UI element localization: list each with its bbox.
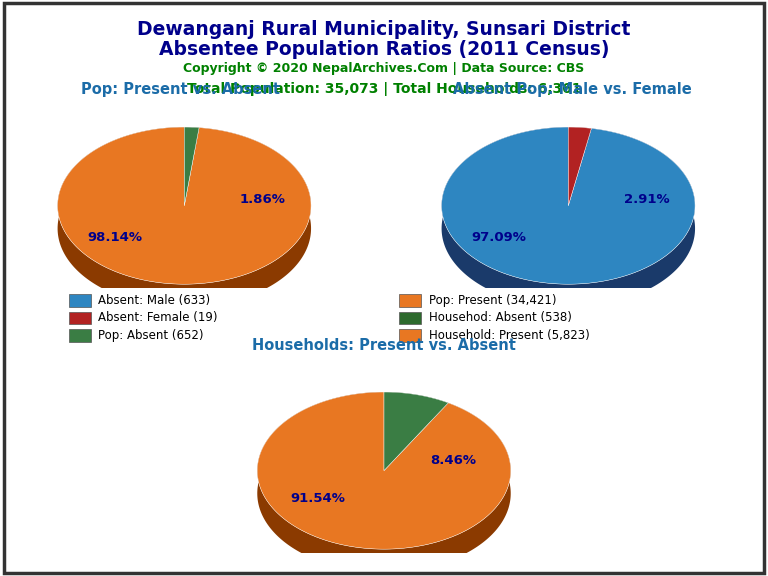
- Polygon shape: [442, 127, 695, 307]
- Polygon shape: [257, 392, 511, 572]
- Text: Absent: Female (19): Absent: Female (19): [98, 312, 218, 324]
- Text: Absent: Male (633): Absent: Male (633): [98, 294, 210, 307]
- Text: Absent Pop: Male vs. Female: Absent Pop: Male vs. Female: [453, 82, 691, 97]
- Text: Pop: Present vs. Absent: Pop: Present vs. Absent: [81, 82, 280, 97]
- Polygon shape: [384, 392, 449, 471]
- Polygon shape: [184, 127, 199, 206]
- Text: Househod: Absent (538): Househod: Absent (538): [429, 312, 571, 324]
- Polygon shape: [257, 392, 511, 549]
- Polygon shape: [568, 127, 591, 151]
- Text: Households: Present vs. Absent: Households: Present vs. Absent: [252, 338, 516, 353]
- Text: 1.86%: 1.86%: [240, 193, 286, 206]
- Polygon shape: [58, 127, 311, 284]
- Text: 2.91%: 2.91%: [624, 193, 670, 206]
- Text: 97.09%: 97.09%: [472, 231, 526, 244]
- Text: Dewanganj Rural Municipality, Sunsari District: Dewanganj Rural Municipality, Sunsari Di…: [137, 20, 631, 39]
- Text: Total Population: 35,073 | Total Households: 6,361: Total Population: 35,073 | Total Househo…: [187, 82, 581, 96]
- Text: Pop: Absent (652): Pop: Absent (652): [98, 329, 204, 342]
- Polygon shape: [568, 127, 591, 206]
- Text: Absentee Population Ratios (2011 Census): Absentee Population Ratios (2011 Census): [159, 40, 609, 59]
- Text: Household: Present (5,823): Household: Present (5,823): [429, 329, 589, 342]
- Text: Pop: Present (34,421): Pop: Present (34,421): [429, 294, 556, 307]
- Polygon shape: [58, 127, 311, 307]
- Polygon shape: [442, 127, 695, 284]
- Polygon shape: [184, 127, 199, 150]
- Polygon shape: [384, 392, 449, 426]
- Text: 91.54%: 91.54%: [290, 492, 346, 505]
- Text: 8.46%: 8.46%: [431, 454, 477, 467]
- Text: Copyright © 2020 NepalArchives.Com | Data Source: CBS: Copyright © 2020 NepalArchives.Com | Dat…: [184, 62, 584, 75]
- Text: 98.14%: 98.14%: [87, 231, 142, 244]
